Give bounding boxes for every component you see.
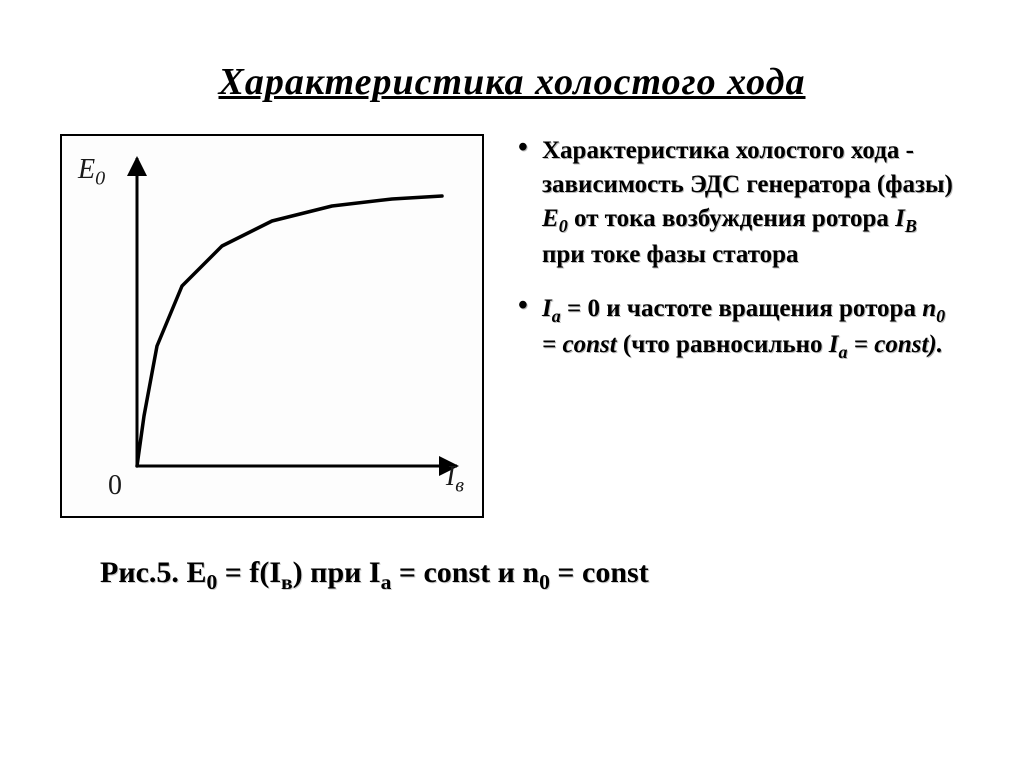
bullet-1: Характеристика холостого хода - зависимо…: [514, 134, 964, 272]
chart-svg: [62, 136, 482, 516]
origin-label: 0: [108, 470, 122, 502]
chart-container: E0 Iв 0: [60, 134, 484, 518]
page-title: Характеристика холостого хода: [60, 60, 964, 104]
bullet-2: Ia = 0 и частоте вращения ротора n0 = co…: [514, 292, 964, 365]
content-row: E0 Iв 0 Характеристика холостого хода - …: [60, 134, 964, 518]
figure-caption: Рис.5. E0 = f(Iв) при Ia = const и n0 = …: [60, 556, 964, 595]
y-axis-label: E0: [78, 154, 105, 191]
x-axis-label: Iв: [446, 461, 464, 498]
text-column: Характеристика холостого хода - зависимо…: [514, 134, 964, 384]
